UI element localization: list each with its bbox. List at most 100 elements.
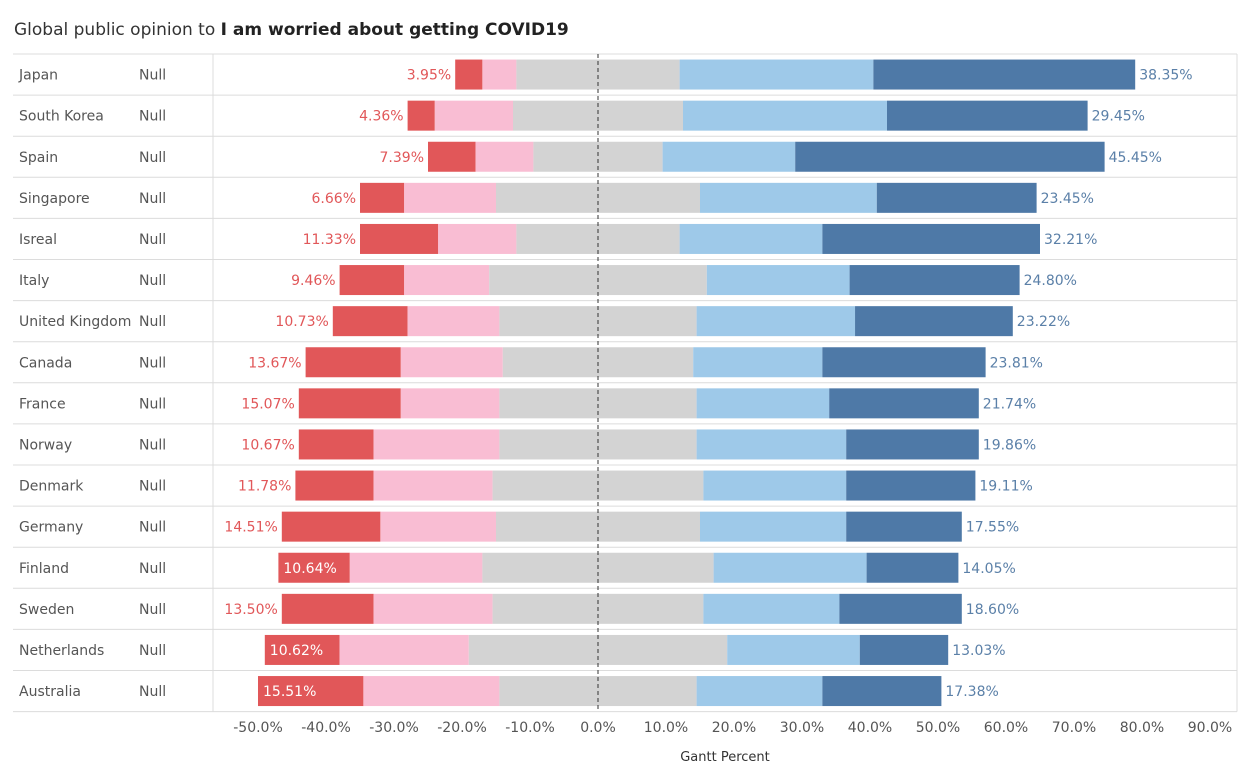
- bar-segment-strong_disagree: [298, 388, 401, 419]
- bar-segment-strong_disagree: [298, 429, 374, 460]
- x-tick-label: 80.0%: [1120, 720, 1164, 736]
- row-group-label: Null: [139, 520, 166, 536]
- x-tick-label: 0.0%: [580, 720, 616, 736]
- bar-segment-neutral_left: [489, 265, 598, 296]
- right-value-label: 38.35%: [1139, 68, 1192, 84]
- bar-segment-strong_disagree: [407, 100, 435, 131]
- bar-segment-neutral_left: [468, 634, 598, 665]
- bar-segment-agree: [693, 347, 823, 378]
- bar-segment-disagree: [434, 100, 513, 131]
- bar-segment-agree: [696, 306, 856, 337]
- bar-segment-strong_disagree: [455, 59, 483, 90]
- bar-segment-strong_disagree: [278, 552, 350, 583]
- row-group-label: Null: [139, 355, 166, 371]
- right-value-label: 14.05%: [962, 561, 1015, 577]
- x-tick-label: 20.0%: [712, 720, 756, 736]
- bar-segment-strong_agree: [822, 347, 986, 378]
- x-tick-label: 70.0%: [1052, 720, 1096, 736]
- bar-segment-neutral_left: [516, 59, 598, 90]
- x-tick-label: -50.0%: [233, 720, 283, 736]
- bar-segment-neutral_right: [598, 100, 683, 131]
- row-category-label: Denmark: [19, 479, 84, 495]
- bar-segment-disagree: [438, 223, 517, 254]
- bar-segment-agree: [679, 223, 823, 254]
- bar-segment-neutral_left: [516, 223, 598, 254]
- bar-segment-neutral_left: [499, 306, 598, 337]
- bar-segment-strong_disagree: [360, 223, 439, 254]
- bar-segment-strong_agree: [822, 223, 1040, 254]
- right-value-label: 23.81%: [990, 355, 1043, 371]
- left-value-label: 10.62%: [270, 643, 323, 659]
- row-category-label: Canada: [19, 355, 72, 371]
- right-value-label: 24.80%: [1024, 273, 1077, 289]
- bar-segment-strong_disagree: [258, 676, 364, 707]
- bar-segment-agree: [679, 59, 874, 90]
- row-category-label: South Korea: [19, 109, 104, 125]
- bar-segment-disagree: [482, 59, 517, 90]
- bar-segment-agree: [713, 552, 867, 583]
- row-category-label: Netherlands: [19, 643, 104, 659]
- bar-segment-agree: [706, 265, 850, 296]
- bar-segment-agree: [662, 141, 796, 172]
- bar-segment-strong_agree: [859, 634, 949, 665]
- bar-segment-neutral_right: [598, 59, 680, 90]
- left-value-label: 10.73%: [275, 314, 328, 330]
- x-tick-label: 60.0%: [984, 720, 1028, 736]
- row-category-label: Norway: [19, 437, 72, 453]
- row-category-label: Germany: [19, 520, 83, 536]
- row-category-label: Sweden: [19, 602, 74, 618]
- bar-segment-neutral_right: [598, 634, 728, 665]
- bar-segment-neutral_right: [598, 470, 704, 501]
- bar-segment-disagree: [404, 265, 490, 296]
- bar-segment-disagree: [407, 306, 500, 337]
- bar-segment-neutral_right: [598, 552, 714, 583]
- left-value-label: 10.64%: [283, 561, 336, 577]
- row-category-label: United Kingdom: [19, 314, 131, 330]
- bar-segment-strong_disagree: [281, 593, 374, 624]
- right-value-label: 32.21%: [1044, 232, 1097, 248]
- bar-segment-neutral_right: [598, 223, 680, 254]
- bar-segment-neutral_right: [598, 429, 697, 460]
- bar-segment-strong_agree: [849, 265, 1020, 296]
- title-emphasis: I am worried about getting COVID19: [220, 20, 569, 40]
- row-category-label: Spain: [19, 150, 58, 166]
- bar-segment-neutral_left: [499, 429, 598, 460]
- bar-segment-disagree: [373, 470, 493, 501]
- row-group-label: Null: [139, 68, 166, 84]
- right-value-label: 19.86%: [983, 437, 1036, 453]
- bar-segment-strong_agree: [829, 388, 979, 419]
- bar-segment-neutral_left: [482, 552, 598, 583]
- row-group-label: Null: [139, 273, 166, 289]
- row-group-label: Null: [139, 191, 166, 207]
- left-value-label: 15.51%: [263, 684, 316, 700]
- bar-segment-neutral_right: [598, 141, 663, 172]
- row-group-label: Null: [139, 602, 166, 618]
- bar-segment-strong_agree: [839, 593, 962, 624]
- bar-segment-strong_disagree: [360, 182, 405, 213]
- left-value-label: 10.67%: [241, 437, 294, 453]
- x-tick-label: -40.0%: [301, 720, 351, 736]
- bar-segment-strong_disagree: [428, 141, 476, 172]
- bar-segment-strong_agree: [822, 676, 942, 707]
- bar-segment-neutral_right: [598, 388, 697, 419]
- bar-segment-neutral_right: [598, 265, 707, 296]
- bar-segment-neutral_left: [513, 100, 598, 131]
- row-group-label: Null: [139, 396, 166, 412]
- left-value-label: 15.07%: [241, 396, 294, 412]
- right-value-label: 17.38%: [945, 684, 998, 700]
- bar-segment-strong_disagree: [332, 306, 408, 337]
- bar-segment-strong_disagree: [281, 511, 381, 542]
- x-tick-label: 10.0%: [644, 720, 688, 736]
- x-tick-label: -10.0%: [505, 720, 555, 736]
- row-group-label: Null: [139, 643, 166, 659]
- bar-segment-neutral_right: [598, 593, 704, 624]
- x-tick-label: 40.0%: [848, 720, 892, 736]
- bar-segment-strong_agree: [846, 470, 976, 501]
- left-value-label: 7.39%: [380, 150, 424, 166]
- bar-segment-agree: [696, 388, 830, 419]
- bar-segment-neutral_left: [499, 388, 598, 419]
- bar-segment-strong_agree: [855, 306, 1013, 337]
- bar-segment-neutral_right: [598, 306, 697, 337]
- bar-segment-agree: [700, 511, 847, 542]
